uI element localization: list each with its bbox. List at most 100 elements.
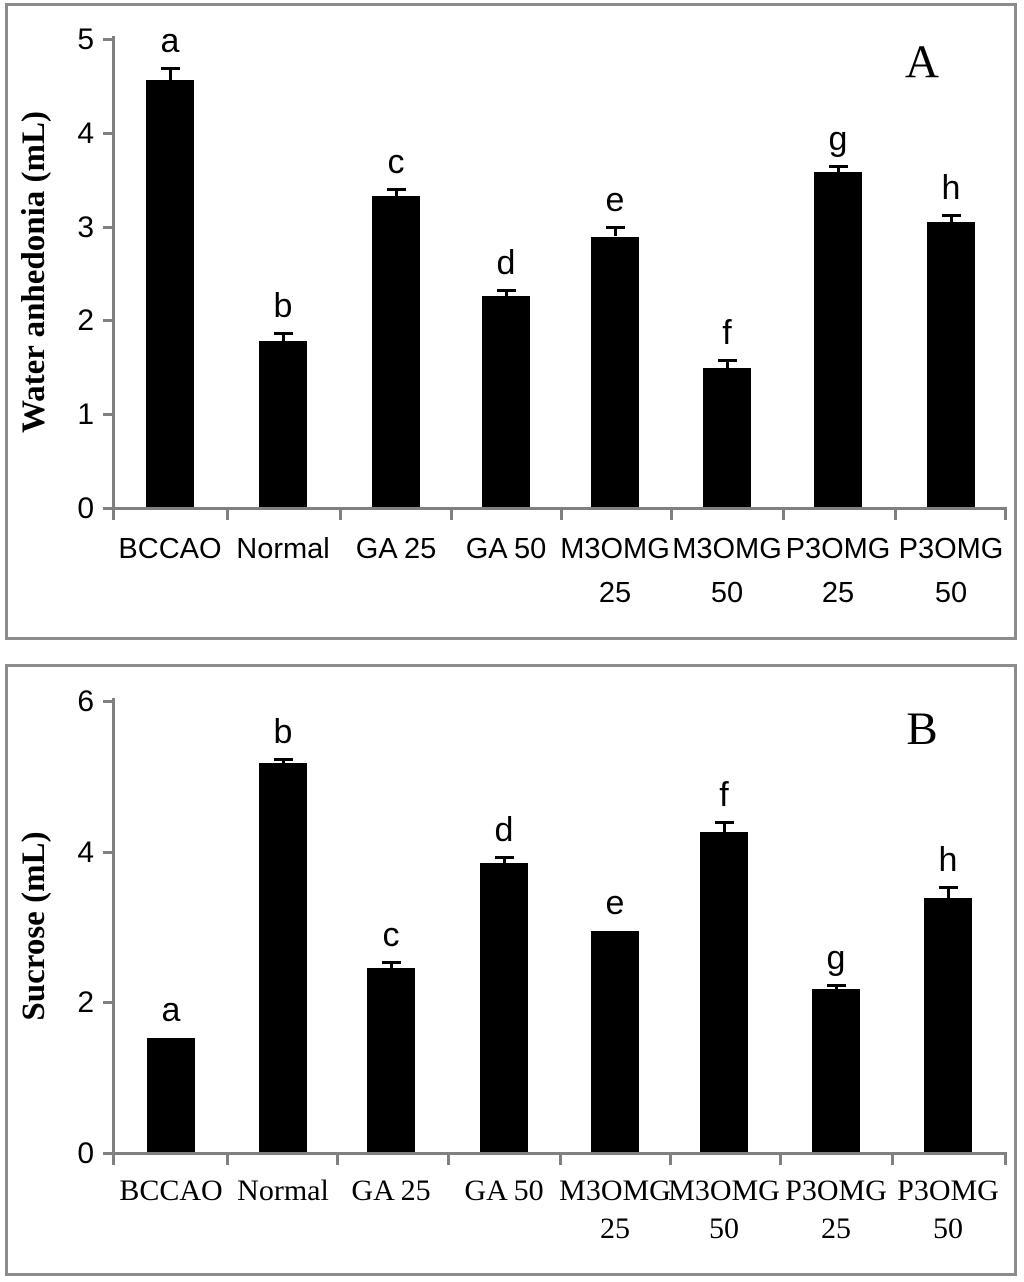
y-tick-mark-0 bbox=[103, 507, 112, 510]
x-tick-label-m3omg-50: M3OMG 50 bbox=[672, 533, 782, 609]
bar-p3omg-25 bbox=[814, 172, 862, 507]
x-tick-label-m3omg-50: M3OMG 50 bbox=[668, 1174, 780, 1245]
x-tick-mark-4 bbox=[559, 1155, 562, 1165]
x-tick-mark-0 bbox=[112, 1155, 115, 1165]
sig-letter-a-bccao: a bbox=[161, 991, 181, 1029]
error-bar-stem-p3omg-25 bbox=[835, 986, 838, 989]
error-bar-cap-p3omg-50 bbox=[939, 886, 958, 889]
x-axis-line bbox=[112, 507, 1007, 510]
error-bar-cap-normal bbox=[274, 332, 293, 335]
sig-letter-a-bccao: a bbox=[160, 22, 180, 60]
y-tick-mark-1 bbox=[103, 413, 112, 416]
y-tick-label-3: 3 bbox=[77, 211, 94, 244]
x-tick-label-m3omg-25: M3OMG 25 bbox=[559, 1174, 671, 1245]
sig-letter-d-ga-50: d bbox=[494, 811, 514, 849]
y-tick-label-5: 5 bbox=[77, 23, 94, 56]
panel-letter-b: B bbox=[906, 703, 938, 755]
error-bar-stem-ga-25 bbox=[395, 190, 398, 196]
error-bar-stem-normal bbox=[282, 760, 285, 763]
y-axis-title: Sucrose (mL) bbox=[16, 831, 52, 1021]
y-axis-line bbox=[112, 36, 115, 510]
sig-letter-h-p3omg-50: h bbox=[938, 841, 958, 879]
y-tick-label-0: 0 bbox=[77, 1137, 94, 1170]
y-tick-label-0: 0 bbox=[77, 492, 94, 525]
bar-ga-25 bbox=[367, 968, 415, 1152]
sig-letter-b-normal: b bbox=[273, 713, 293, 751]
x-tick-mark-4 bbox=[560, 510, 563, 520]
error-bar-stem-m3omg-50 bbox=[726, 361, 729, 369]
y-tick-mark-0 bbox=[103, 1152, 112, 1155]
x-tick-label-p3omg-25: P3OMG 25 bbox=[785, 533, 891, 609]
error-bar-cap-p3omg-50 bbox=[942, 214, 961, 217]
error-bar-cap-bccao bbox=[161, 67, 180, 70]
x-tick-mark-7 bbox=[891, 1155, 894, 1165]
bar-p3omg-50 bbox=[924, 898, 972, 1152]
bar-ga-50 bbox=[482, 296, 530, 507]
y-tick-mark-4 bbox=[103, 132, 112, 135]
y-tick-mark-2 bbox=[103, 1001, 112, 1004]
x-tick-mark-2 bbox=[339, 510, 342, 520]
bar-p3omg-50 bbox=[927, 222, 975, 507]
bar-bccao bbox=[147, 1038, 195, 1152]
y-tick-label-1: 1 bbox=[77, 398, 94, 431]
x-tick-label-ga-50: GA 50 bbox=[465, 533, 547, 565]
error-bar-cap-p3omg-25 bbox=[829, 165, 848, 168]
y-tick-mark-4 bbox=[103, 851, 112, 854]
error-bar-stem-ga-25 bbox=[390, 963, 393, 968]
sig-letter-d-ga-50: d bbox=[496, 244, 516, 282]
y-axis-line bbox=[112, 698, 115, 1155]
y-tick-mark-2 bbox=[103, 319, 112, 322]
bar-normal bbox=[259, 763, 307, 1152]
x-tick-label-normal: Normal bbox=[237, 1174, 329, 1207]
error-bar-stem-p3omg-25 bbox=[837, 167, 840, 172]
y-tick-mark-3 bbox=[103, 226, 112, 229]
x-tick-label-m3omg-25: M3OMG 25 bbox=[560, 533, 670, 609]
x-tick-label-normal: Normal bbox=[236, 533, 330, 565]
y-tick-label-2: 2 bbox=[77, 304, 94, 337]
sig-letter-c-ga-25: c bbox=[387, 143, 405, 181]
x-tick-label-p3omg-25: P3OMG 25 bbox=[785, 1174, 887, 1245]
error-bar-cap-ga-50 bbox=[497, 289, 516, 292]
x-tick-mark-5 bbox=[670, 510, 673, 520]
error-bar-stem-normal bbox=[282, 334, 285, 341]
x-tick-mark-8 bbox=[1004, 1155, 1007, 1165]
error-bar-cap-normal bbox=[274, 758, 293, 761]
y-tick-mark-5 bbox=[103, 38, 112, 41]
error-bar-cap-m3omg-50 bbox=[718, 359, 737, 362]
x-tick-mark-3 bbox=[450, 510, 453, 520]
y-tick-mark-6 bbox=[103, 700, 112, 703]
error-bar-cap-m3omg-25 bbox=[606, 226, 625, 229]
sig-letter-g-p3omg-25: g bbox=[828, 120, 848, 158]
bar-m3omg-50 bbox=[703, 368, 751, 507]
error-bar-stem-m3omg-25 bbox=[614, 228, 617, 236]
sig-letter-f-m3omg-50: f bbox=[722, 314, 732, 352]
bar-m3omg-50 bbox=[700, 832, 748, 1152]
sig-letter-c-ga-25: c bbox=[382, 916, 400, 954]
y-tick-label-4: 4 bbox=[77, 836, 94, 869]
y-tick-label-4: 4 bbox=[77, 117, 94, 150]
bar-ga-25 bbox=[372, 196, 420, 507]
error-bar-stem-m3omg-50 bbox=[723, 823, 726, 832]
x-tick-mark-0 bbox=[112, 510, 115, 520]
x-tick-mark-8 bbox=[1004, 510, 1007, 520]
x-tick-label-p3omg-50: P3OMG 50 bbox=[897, 1174, 999, 1245]
x-axis-line bbox=[112, 1152, 1007, 1155]
panel-letter-a: A bbox=[905, 36, 939, 88]
bar-m3omg-25 bbox=[591, 237, 639, 507]
x-tick-label-ga-50: GA 50 bbox=[464, 1174, 544, 1207]
error-bar-stem-p3omg-50 bbox=[947, 888, 950, 898]
error-bar-cap-p3omg-25 bbox=[827, 984, 846, 987]
error-bar-stem-bccao bbox=[169, 69, 172, 80]
x-tick-mark-3 bbox=[447, 1155, 450, 1165]
x-tick-mark-2 bbox=[336, 1155, 339, 1165]
bar-normal bbox=[259, 341, 307, 507]
error-bar-stem-ga-50 bbox=[505, 291, 508, 296]
x-tick-mark-6 bbox=[779, 1155, 782, 1165]
sig-letter-e-m3omg-25: e bbox=[605, 181, 625, 219]
bar-ga-50 bbox=[480, 863, 528, 1152]
panel-a-water-anhedonia: 0 1 2 3 4 5 a BCCAO b Normal c GA 25 d GA 50 e M3OMG 25… bbox=[5, 3, 1017, 640]
bar-bccao bbox=[146, 80, 194, 507]
x-tick-mark-1 bbox=[226, 1155, 229, 1165]
panel-b-sucrose: 0 2 4 6 a BCCAO b Normal c GA 25 d GA 50 e M3OMG 25 f M… bbox=[5, 664, 1017, 1276]
